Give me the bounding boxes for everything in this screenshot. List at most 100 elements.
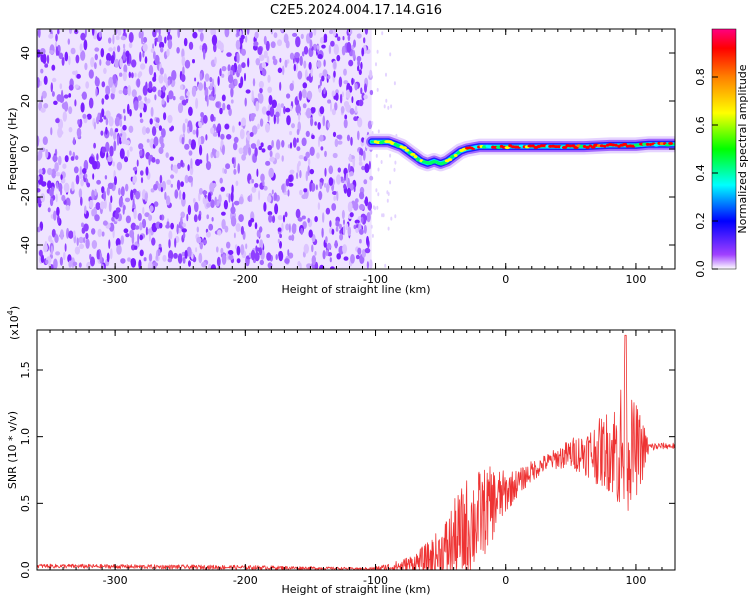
noise-blob <box>321 44 326 49</box>
noise-blob <box>117 29 122 36</box>
noise-blob <box>170 125 174 131</box>
noise-blob <box>122 71 127 82</box>
noise-blob <box>343 219 345 226</box>
noise-blob <box>37 175 40 181</box>
noise-blob <box>351 96 354 104</box>
noise-blob <box>188 150 193 156</box>
noise-blob <box>287 189 290 197</box>
noise-blob <box>303 188 308 193</box>
noise-blob <box>39 249 43 257</box>
noise-blob <box>389 153 392 158</box>
noise-blob <box>61 177 66 184</box>
noise-blob <box>301 51 305 57</box>
noise-blob <box>186 213 189 222</box>
noise-blob <box>319 134 324 142</box>
noise-blob <box>286 93 291 99</box>
noise-blob <box>122 206 125 215</box>
noise-blob <box>302 103 307 109</box>
noise-blob <box>138 143 144 150</box>
noise-blob <box>231 125 235 133</box>
noise-blob <box>110 55 115 64</box>
noise-blob <box>221 73 225 78</box>
noise-blob <box>180 211 185 219</box>
noise-blob <box>152 29 157 38</box>
spectrogram-x-tick-label: -100 <box>363 273 388 286</box>
noise-blob <box>260 142 264 148</box>
noise-blob <box>141 191 145 196</box>
noise-blob <box>114 176 117 186</box>
noise-blob <box>154 122 159 129</box>
noise-blob <box>228 250 234 255</box>
noise-blob <box>377 167 380 172</box>
noise-blob <box>238 214 244 223</box>
noise-blob <box>283 33 289 44</box>
noise-blob <box>263 185 268 191</box>
noise-blob <box>190 158 193 169</box>
noise-blob <box>330 40 335 47</box>
noise-blob <box>282 65 285 76</box>
noise-blob <box>119 148 125 160</box>
noise-blob <box>168 90 174 100</box>
noise-blob <box>192 129 197 135</box>
noise-blob <box>56 206 60 216</box>
noise-blob <box>85 81 90 89</box>
noise-blob <box>173 252 178 259</box>
noise-blob <box>385 72 387 77</box>
noise-blob <box>295 208 301 219</box>
noise-blob <box>88 97 94 109</box>
noise-blob <box>120 186 125 197</box>
noise-blob <box>390 216 393 221</box>
noise-blob <box>341 209 345 220</box>
noise-blob <box>284 211 288 218</box>
noise-blob <box>198 192 201 202</box>
noise-blob <box>59 229 64 240</box>
noise-blob <box>263 50 268 59</box>
noise-blob <box>342 225 346 236</box>
noise-blob <box>187 175 193 183</box>
noise-blob <box>357 65 360 72</box>
spectrogram-y-tick-label: -40 <box>19 236 32 254</box>
signal-blob <box>565 144 570 148</box>
noise-blob <box>334 240 338 249</box>
noise-blob <box>65 197 71 208</box>
noise-blob <box>74 246 81 255</box>
noise-blob <box>116 244 122 255</box>
noise-blob <box>214 196 217 206</box>
noise-blob <box>160 46 164 53</box>
noise-blob <box>279 241 282 249</box>
noise-blob <box>81 222 84 228</box>
noise-blob <box>182 122 186 134</box>
noise-blob <box>390 104 393 109</box>
noise-blob <box>55 46 59 57</box>
noise-blob <box>327 99 332 104</box>
noise-blob <box>371 121 374 125</box>
noise-blob <box>266 55 270 66</box>
noise-blob <box>309 168 315 175</box>
noise-blob <box>219 68 222 77</box>
noise-blob <box>84 173 88 179</box>
signal-blob <box>401 146 407 150</box>
noise-blob <box>135 190 141 200</box>
noise-blob <box>41 167 46 175</box>
noise-blob <box>347 201 353 213</box>
noise-blob <box>117 45 121 53</box>
noise-blob <box>186 246 192 257</box>
noise-blob <box>366 235 369 246</box>
noise-blob <box>210 29 214 36</box>
noise-blob <box>181 99 187 106</box>
noise-blob <box>198 252 203 264</box>
noise-blob <box>335 220 340 227</box>
noise-blob <box>118 196 123 208</box>
noise-blob <box>248 147 252 156</box>
noise-blob <box>323 88 326 95</box>
noise-blob <box>166 179 172 185</box>
noise-blob <box>358 161 363 166</box>
noise-blob <box>101 231 105 237</box>
noise-blob <box>258 190 261 201</box>
noise-blob <box>94 77 100 87</box>
noise-blob <box>233 232 236 239</box>
noise-blob <box>332 131 337 138</box>
noise-blob <box>195 247 198 253</box>
noise-blob <box>78 243 85 249</box>
noise-blob <box>112 161 115 167</box>
